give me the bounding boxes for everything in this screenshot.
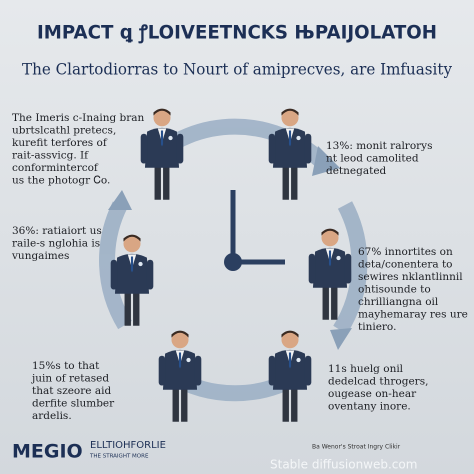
block-line: raile-s nglohia is <box>12 238 100 250</box>
block-line: us the photogr Ꮯo. <box>12 175 110 187</box>
block-line: 11s huelg onil <box>328 363 404 375</box>
block-line: chrilliangna oil <box>358 296 439 308</box>
block-line: rait-assvicg. If <box>12 150 89 162</box>
watermark: Stable diffusionweb.com <box>270 458 417 472</box>
block-line: ardelis. <box>32 410 72 422</box>
block-line: The Imeris c-Inaing bran <box>12 112 145 124</box>
block-line: 15%s to that <box>32 360 100 372</box>
block-line: deta/conentera to <box>358 259 453 271</box>
block-line: ougease on-hear <box>328 388 417 400</box>
block-line: derfite slumber <box>32 398 115 410</box>
block-line: detnegated <box>326 165 387 177</box>
block-line: nt leod camolited <box>326 153 419 165</box>
block-line: juin of retased <box>30 373 109 385</box>
block-line: oventany inore. <box>328 401 411 413</box>
title: IMPACT ꝗ ꝭLOIVEETNCKS ЊPAIJOLATOH <box>37 22 437 44</box>
block-line: ubrtslcathl pretecs, <box>12 125 116 137</box>
block-line: 36%: ratiaiort us <box>12 225 102 237</box>
block-line: dedelcad throgers, <box>328 376 428 388</box>
block-line: ohtisounde to <box>358 284 431 296</box>
brand-name: ELLTIOHFORLIE <box>90 440 166 451</box>
block-line: mayhemaray res ure <box>358 309 468 321</box>
block-line: kurefit terfores of <box>12 137 108 149</box>
subtitle: The Clartodiorras to Nourt of amiprecves… <box>22 60 452 79</box>
block-line: conformintercof <box>12 162 99 174</box>
block-line: 13%: monit ralrorys <box>326 140 433 152</box>
block-line: tiniero. <box>358 321 396 333</box>
block-line: vungaimes <box>11 250 69 262</box>
brand: MEGIO <box>12 441 83 463</box>
brand-tag: THE STRAIGHT MORE <box>89 454 149 460</box>
block-line: that szeore aid <box>32 385 111 397</box>
credit: Ba Wenor's Stroat Ingry Clikir <box>312 444 401 451</box>
clock-center <box>224 253 242 271</box>
block-line: sewires nklantlinnil <box>358 271 463 283</box>
block-line: 67% innortites on <box>358 246 453 258</box>
